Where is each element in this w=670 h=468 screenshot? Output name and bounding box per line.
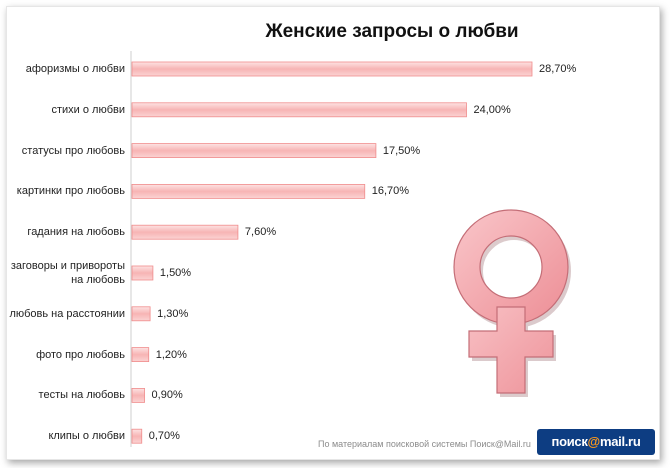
value-label-7: 1,20% (155, 348, 187, 361)
logo-at: @ (587, 434, 601, 449)
source-note: По материалам поисковой системы Поиск@Ma… (318, 439, 531, 449)
category-label-0: афоризмы о любви (25, 63, 125, 75)
value-label-0: 28,70% (539, 63, 577, 75)
value-label-2: 17,50% (382, 144, 421, 157)
category-label-4: гадания на любовь (27, 226, 125, 239)
value-label-9: 0,70% (148, 430, 180, 443)
category-label-1: стихи о любви (51, 103, 125, 116)
mail-ru-logo: поиск@mail.ru (537, 429, 655, 455)
bar-5 (131, 265, 154, 281)
category-label-6: любовь на расстоянии (9, 307, 125, 320)
bar-2 (131, 143, 377, 159)
value-label-5: 1,50% (159, 267, 192, 279)
category-label-8: тесты на любовь (38, 389, 125, 402)
category-label-5: заговоры и привороты на любовь (10, 260, 125, 286)
value-label-4: 7,60% (244, 226, 277, 239)
value-label-6: 1,30% (157, 307, 189, 320)
bar-3 (131, 183, 366, 199)
category-label-2: статусы про любовь (21, 144, 125, 157)
category-label-3: картинки про любовь (16, 185, 125, 198)
logo-prefix: поиск (551, 434, 588, 449)
bar-9 (131, 428, 143, 444)
female-venus-symbol-icon (453, 209, 571, 397)
value-label-1: 24,00% (473, 103, 511, 116)
bar-1 (131, 102, 467, 118)
category-label-7: фото про любовь (36, 348, 125, 361)
bar-0 (131, 61, 533, 77)
bar-chart (130, 51, 571, 447)
chart-title: Женские запросы о любви (265, 21, 519, 42)
bar-4 (131, 224, 239, 240)
category-label-9: клипы о любви (48, 430, 125, 443)
logo-suffix: mail.ru (599, 434, 641, 449)
bar-8 (131, 387, 145, 403)
bar-6 (131, 306, 151, 322)
chart-frame: Женские запросы о любви (6, 6, 660, 460)
bar-7 (131, 347, 150, 363)
value-label-8: 0,90% (151, 389, 183, 402)
value-label-3: 16,70% (371, 185, 410, 198)
